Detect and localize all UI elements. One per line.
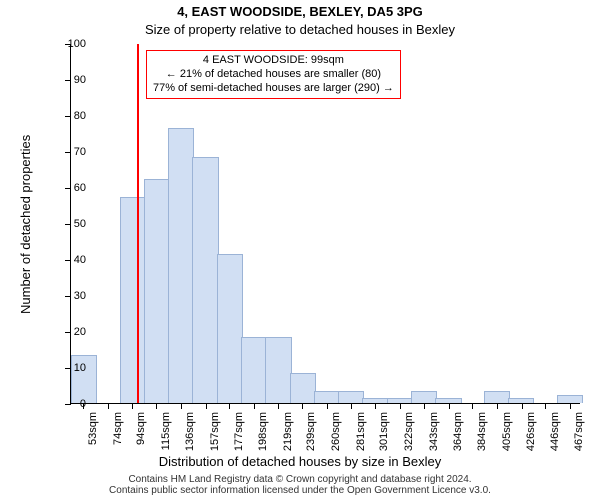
x-tick [181, 403, 182, 409]
x-tick [472, 403, 473, 409]
info-line-1: 4 EAST WOODSIDE: 99sqm [153, 54, 394, 68]
histogram-bar [314, 391, 340, 403]
x-tick-label: 239sqm [305, 412, 317, 451]
y-tick-label: 50 [74, 218, 86, 230]
x-axis-label: Distribution of detached houses by size … [0, 454, 600, 469]
x-tick [351, 403, 352, 409]
x-tick-label: 157sqm [209, 412, 221, 451]
y-tick [65, 404, 71, 405]
chart-title: 4, EAST WOODSIDE, BEXLEY, DA5 3PG [0, 4, 600, 19]
x-tick-label: 426sqm [525, 412, 537, 451]
y-tick-label: 100 [68, 38, 86, 50]
x-tick [302, 403, 303, 409]
x-tick-label: 177sqm [233, 412, 245, 451]
x-tick [375, 403, 376, 409]
y-axis-label: Number of detached properties [18, 135, 33, 314]
histogram-bar [484, 391, 510, 403]
histogram-bar [217, 254, 243, 403]
x-tick [229, 403, 230, 409]
x-tick-label: 260sqm [330, 412, 342, 451]
y-tick [65, 80, 71, 81]
x-tick [132, 403, 133, 409]
x-tick-label: 198sqm [257, 412, 269, 451]
histogram-bar [144, 179, 170, 403]
x-tick-label: 53sqm [87, 412, 99, 445]
plot-area: 4 EAST WOODSIDE: 99sqm ← 21% of detached… [70, 44, 580, 404]
y-tick-label: 80 [74, 110, 86, 122]
marker-line [137, 44, 139, 403]
x-tick [254, 403, 255, 409]
histogram-bar [241, 337, 267, 403]
x-tick [522, 403, 523, 409]
y-tick-label: 40 [74, 254, 86, 266]
x-tick [400, 403, 401, 409]
y-tick-label: 70 [74, 146, 86, 158]
histogram-bar [168, 128, 194, 403]
x-tick-label: 343sqm [428, 412, 440, 451]
x-tick [449, 403, 450, 409]
x-tick-label: 281sqm [355, 412, 367, 451]
y-tick-label: 60 [74, 182, 86, 194]
x-tick-label: 446sqm [549, 412, 561, 451]
x-tick-label: 405sqm [501, 412, 513, 451]
histogram-bar [411, 391, 437, 403]
x-tick-label: 364sqm [452, 412, 464, 451]
y-tick [65, 260, 71, 261]
y-tick-label: 10 [74, 362, 86, 374]
x-tick [327, 403, 328, 409]
x-tick [156, 403, 157, 409]
footer-line-2: Contains public sector information licen… [0, 485, 600, 496]
x-tick-label: 301sqm [378, 412, 390, 451]
histogram-bar [192, 157, 218, 403]
info-line-3: 77% of semi-detached houses are larger (… [153, 82, 394, 96]
y-tick [65, 116, 71, 117]
y-tick-label: 30 [74, 290, 86, 302]
histogram-bar [557, 395, 583, 403]
x-tick-label: 219sqm [282, 412, 294, 451]
y-tick [65, 224, 71, 225]
x-tick-label: 322sqm [403, 412, 415, 451]
x-tick [570, 403, 571, 409]
footer-line-1: Contains HM Land Registry data © Crown c… [0, 474, 600, 485]
y-tick [65, 332, 71, 333]
histogram-bar [120, 197, 146, 403]
x-tick-label: 115sqm [160, 412, 172, 450]
x-tick [278, 403, 279, 409]
x-tick-label: 74sqm [112, 412, 124, 445]
footer-credits: Contains HM Land Registry data © Crown c… [0, 474, 600, 496]
y-tick [65, 296, 71, 297]
x-tick [108, 403, 109, 409]
x-tick [206, 403, 207, 409]
x-tick-label: 94sqm [135, 412, 147, 445]
info-box: 4 EAST WOODSIDE: 99sqm ← 21% of detached… [146, 50, 401, 99]
x-tick-label: 467sqm [573, 412, 585, 451]
x-tick-label: 384sqm [476, 412, 488, 451]
x-tick [497, 403, 498, 409]
histogram-bar [338, 391, 364, 403]
y-tick-label: 90 [74, 74, 86, 86]
x-tick [545, 403, 546, 409]
y-tick-label: 0 [80, 398, 86, 410]
chart-subtitle: Size of property relative to detached ho… [0, 22, 600, 37]
x-tick [424, 403, 425, 409]
y-tick [65, 188, 71, 189]
y-tick [65, 152, 71, 153]
histogram-bar [290, 373, 316, 403]
y-tick-label: 20 [74, 326, 86, 338]
info-line-2: ← 21% of detached houses are smaller (80… [153, 68, 394, 82]
x-tick-label: 136sqm [184, 412, 196, 451]
histogram-bar [265, 337, 291, 403]
